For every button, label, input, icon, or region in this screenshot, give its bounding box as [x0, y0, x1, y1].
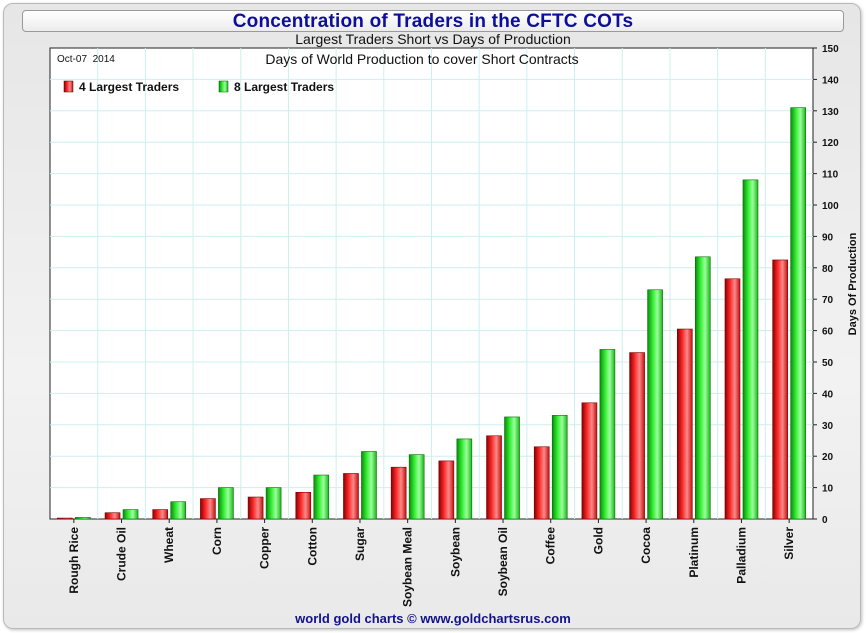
- x-tick-label: Cotton: [305, 527, 319, 566]
- bar-8-largest-corn: [218, 487, 234, 520]
- legend: 4 Largest Traders 8 Largest Traders: [63, 80, 334, 94]
- y-tick-label: 40: [822, 389, 834, 400]
- bar-8-largest-crude-oil: [122, 509, 139, 520]
- x-tick-label: Copper: [258, 527, 272, 569]
- y-tick-label: 50: [822, 358, 834, 369]
- bar-8-largest-wheat: [170, 501, 187, 520]
- bar-4-largest-wheat: [152, 509, 169, 520]
- x-tick-label: Wheat: [162, 527, 176, 563]
- bar-8-largest-platinum: [694, 256, 711, 520]
- y-tick-label: 100: [822, 201, 839, 212]
- bar-4-largest-soybean: [438, 460, 455, 520]
- x-tick-label: Silver: [782, 527, 796, 560]
- bar-4-largest-crude-oil: [104, 512, 121, 520]
- date-label: Oct-07 2014: [57, 54, 115, 65]
- bar-8-largest-palladium: [742, 179, 759, 520]
- x-tick-label: Soybean Oil: [496, 527, 510, 596]
- bar-8-largest-sugar: [361, 451, 377, 520]
- bar-4-largest-rough-rice: [57, 517, 73, 520]
- bar-4-largest-corn: [200, 498, 216, 520]
- x-tick-label: Platinum: [687, 527, 701, 578]
- bar-8-largest-cocoa: [647, 289, 663, 520]
- x-tick-label: Gold: [591, 527, 605, 554]
- bar-4-largest-platinum: [676, 328, 693, 520]
- y-tick-label: 10: [822, 484, 834, 495]
- y-tick-label: 110: [822, 170, 839, 181]
- bar-8-largest-cotton: [313, 474, 330, 520]
- bar-4-largest-cocoa: [629, 352, 645, 520]
- page-title: Concentration of Traders in the CFTC COT…: [232, 11, 634, 32]
- bar-8-largest-soybean-oil: [504, 416, 520, 520]
- x-tick-label: Coffee: [544, 527, 558, 565]
- bar-8-largest-soybean-meal: [408, 454, 425, 520]
- y-tick-label: 90: [822, 232, 834, 243]
- y-tick-label: 60: [822, 327, 834, 338]
- x-tick-label: Corn: [210, 527, 224, 555]
- y-tick-label: 130: [822, 107, 839, 118]
- y-tick-label: 70: [822, 295, 834, 306]
- bars: [57, 107, 806, 520]
- chart-subtitle: Largest Traders Short vs Days of Product…: [295, 31, 571, 47]
- title-bar: Concentration of Traders in the CFTC COT…: [22, 10, 844, 32]
- bar-4-largest-sugar: [343, 473, 359, 520]
- y-tick-label: 0: [822, 515, 828, 526]
- footer-credit: world gold charts © www.goldchartsrus.co…: [295, 611, 571, 626]
- bar-4-largest-gold: [581, 402, 598, 520]
- grid-lines: [50, 48, 813, 519]
- bar-4-largest-palladium: [724, 278, 741, 520]
- x-tick-label: Soybean Meal: [401, 527, 415, 607]
- x-tick-label: Crude Oil: [115, 527, 129, 581]
- bar-4-largest-soybean-oil: [486, 435, 502, 520]
- x-tick-label: Rough Rice: [67, 527, 81, 594]
- y-tick-label: 30: [822, 421, 834, 432]
- bar-4-largest-copper: [247, 496, 264, 520]
- legend-label-8-largest: 8 Largest Traders: [234, 80, 334, 94]
- y-tick-label: 140: [822, 75, 839, 86]
- x-tick-label: Soybean: [448, 527, 462, 577]
- bar-4-largest-coffee: [533, 446, 550, 520]
- x-tick-label: Sugar: [353, 527, 367, 561]
- y-tick-label: 150: [822, 44, 839, 55]
- bar-4-largest-soybean-meal: [390, 466, 407, 520]
- y-tick-label: 80: [822, 264, 834, 275]
- bar-8-largest-coffee: [551, 415, 568, 520]
- y-axis-ticks: 0 10 20 30 40 50 60 70 80 90 100 110 120 130 140 150: [813, 44, 839, 526]
- x-axis-labels: Rough Rice Crude Oil Wheat Corn Copper Cotton…: [67, 519, 796, 607]
- y-tick-label: 120: [822, 138, 839, 149]
- x-tick-label: Cocoa: [639, 527, 653, 564]
- bar-8-largest-silver: [790, 107, 806, 520]
- legend-swatch-4-largest: [63, 80, 74, 93]
- x-tick-label: Palladium: [734, 527, 748, 584]
- bar-4-largest-silver: [772, 259, 788, 520]
- bar-8-largest-rough-rice: [75, 517, 91, 520]
- legend-label-4-largest: 4 Largest Traders: [79, 80, 179, 94]
- y-axis-label: Days Of Production: [847, 232, 859, 335]
- bar-4-largest-cotton: [295, 492, 312, 520]
- bar-8-largest-copper: [265, 487, 282, 520]
- y-tick-label: 20: [822, 452, 834, 463]
- bar-8-largest-soybean: [456, 438, 473, 520]
- bar-8-largest-gold: [599, 349, 616, 520]
- legend-swatch-8-largest: [218, 80, 229, 93]
- chart-inner-title: Days of World Production to cover Short …: [265, 51, 578, 67]
